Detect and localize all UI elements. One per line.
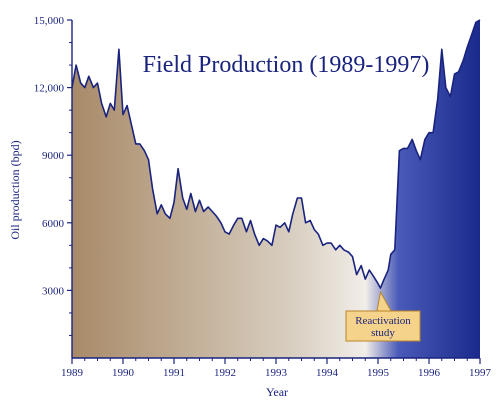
x-axis-label: Year <box>266 385 288 399</box>
plot-area <box>71 19 481 358</box>
y-tick-label: 3000 <box>42 285 65 297</box>
callout-text: study <box>371 327 395 339</box>
x-tick-label: 1997 <box>469 367 492 379</box>
x-tick-label: 1992 <box>214 367 236 379</box>
x-tick-label: 1991 <box>163 367 185 379</box>
production-line <box>71 19 481 289</box>
x-tick-label: 1995 <box>367 367 390 379</box>
production-area <box>72 20 480 358</box>
tick-labels: 1989 1990 1991 1992 1993 1994 1995 1996 1997 3000… <box>34 15 492 379</box>
x-tick-label: 1989 <box>61 367 84 379</box>
x-tick-label: 1990 <box>112 367 135 379</box>
y-tick-label: 9000 <box>42 150 65 162</box>
x-tick-label: 1993 <box>265 367 288 379</box>
callout-text: Reactivation <box>355 315 411 327</box>
x-tick-label: 1996 <box>418 367 441 379</box>
y-axis-label: Oil production (bpd) <box>8 140 22 239</box>
y-tick-label: 6000 <box>42 218 65 230</box>
chart-title: Field Production (1989-1997) <box>143 52 430 78</box>
y-tick-label: 15,000 <box>34 15 65 27</box>
y-tick-label: 12,000 <box>34 83 65 95</box>
axes <box>67 19 481 364</box>
x-tick-label: 1994 <box>316 367 339 379</box>
callout-box <box>345 310 421 342</box>
